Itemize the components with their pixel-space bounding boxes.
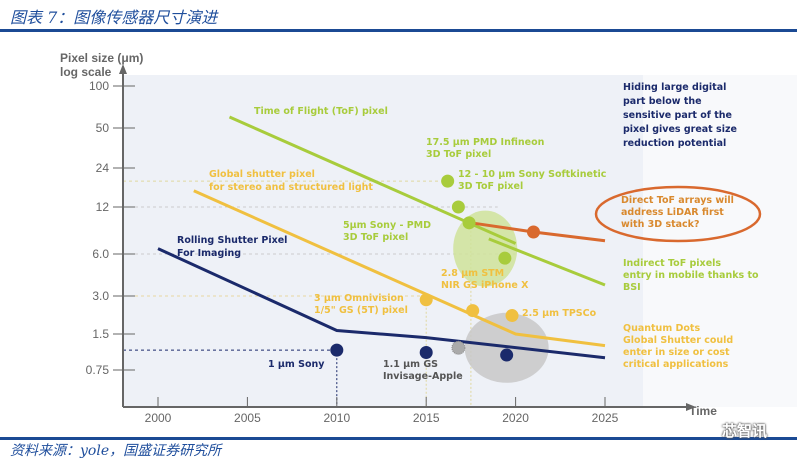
data-point xyxy=(466,304,480,318)
y-tick-label: 24 xyxy=(96,161,110,175)
x-tick-label: 2005 xyxy=(234,411,261,425)
point-label: 2.8 μm STM NIR GS iPhone X xyxy=(441,268,529,291)
series-label-line: For Imaging xyxy=(177,248,241,259)
series-line-2 xyxy=(193,189,606,348)
y-tick-label: 3.0 xyxy=(92,289,109,303)
annotation-line: with 3D stack? xyxy=(621,219,700,230)
watermark: 芯智讯 xyxy=(721,422,767,440)
annotation-line: Indirect ToF pixels xyxy=(623,258,721,269)
y-tick-label: 100 xyxy=(89,79,109,93)
annotation-line: Hiding large digital xyxy=(623,82,726,93)
point-label-line: 12 - 10 μm Sony Softkinetic xyxy=(458,169,606,180)
point-label-line: 5μm Sony - PMD xyxy=(343,220,431,231)
series-line-3 xyxy=(157,247,606,360)
direct-tof-callout-ellipse xyxy=(594,185,762,243)
point-label-line: Invisage-Apple xyxy=(383,371,463,382)
tof-highlight-ellipse xyxy=(453,210,518,287)
x-tick-label: 2015 xyxy=(413,411,440,425)
y-tick-label: 0.75 xyxy=(86,363,110,377)
y-tick-label: 12 xyxy=(96,200,110,214)
series-label: Rolling Shutter Pixel For Imaging xyxy=(177,235,287,259)
series-label-line: Time of Flight (ToF) pixel xyxy=(254,106,388,117)
data-point xyxy=(451,200,465,214)
point-label-line: 1 μm Sony xyxy=(268,359,325,370)
y-axis-label: Pixel size (μm) xyxy=(60,51,143,65)
annotation-line: Quantum Dots xyxy=(623,323,700,334)
x-tick-label: 2020 xyxy=(502,411,529,425)
point-label: 2.5 μm TPSCo xyxy=(522,308,597,319)
annotation-line: address LiDAR first xyxy=(621,207,724,218)
source-note: 资料来源：yole，国盛证券研究所 xyxy=(10,443,222,459)
series-line-1 xyxy=(488,237,606,287)
series-label: Time of Flight (ToF) pixel xyxy=(254,106,388,117)
point-label-line: 3 μm Omnivision xyxy=(314,293,404,304)
annotation-line: part below the xyxy=(623,96,702,107)
point-label: 1 μm Sony xyxy=(268,359,325,370)
annotation: Quantum Dots Global Shutter could enter in… xyxy=(623,323,733,370)
point-label: 17.5 μm PMD Infineon 3D ToF pixel xyxy=(426,137,545,160)
point-label-line: 3D ToF pixel xyxy=(343,232,408,243)
x-tick-label: 2025 xyxy=(592,411,619,425)
data-point xyxy=(419,346,433,360)
y-tick-label: 1.5 xyxy=(92,327,109,341)
annotation: Direct ToF arrays will address LiDAR firs… xyxy=(621,195,734,230)
annotation-line: enter in size or cost xyxy=(623,347,730,358)
x-tick-label: 2010 xyxy=(323,411,350,425)
x-axis-label: Time xyxy=(689,404,717,418)
y-axis-label: log scale xyxy=(60,65,112,79)
point-label-line: 2.5 μm TPSCo xyxy=(522,308,597,319)
y-axis-arrow xyxy=(119,64,127,74)
point-label: 1.1 μm GS Invisage-Apple xyxy=(383,359,463,382)
point-label-line: 2.8 μm STM xyxy=(441,268,504,279)
data-point xyxy=(451,340,466,355)
footer-rule xyxy=(0,437,797,440)
point-label: 5μm Sony - PMD 3D ToF pixel xyxy=(343,220,431,243)
data-point xyxy=(330,343,344,357)
annotation-line: Global Shutter could xyxy=(623,335,733,346)
point-label-line: 1.1 μm GS xyxy=(383,359,438,370)
annotation: Hiding large digital part below the sensit… xyxy=(623,82,737,149)
data-point xyxy=(462,216,476,230)
data-point xyxy=(500,348,514,362)
annotation-line: Direct ToF arrays will xyxy=(621,195,734,206)
x-tick-label: 2000 xyxy=(145,411,172,425)
data-point xyxy=(526,225,540,239)
point-label-line: 3D ToF pixel xyxy=(458,181,523,192)
point-label-line: 1/5" GS (5T) pixel xyxy=(314,305,408,316)
annotation-line: sensitive part of the xyxy=(623,110,732,121)
series-label-line: Global shutter pixel xyxy=(209,169,315,180)
annotation-line: pixel gives great size xyxy=(623,124,737,135)
series-label-line: for stereo and structured light xyxy=(209,182,373,193)
point-label: 12 - 10 μm Sony Softkinetic 3D ToF pixel xyxy=(458,169,606,192)
y-tick-label: 6.0 xyxy=(92,247,109,261)
data-point xyxy=(505,309,519,323)
data-point xyxy=(419,293,433,307)
annotation-line: reduction potential xyxy=(623,138,726,149)
point-label-line: 3D ToF pixel xyxy=(426,149,491,160)
annotation-line: BSI xyxy=(623,282,641,293)
series-label: Global shutter pixel for stereo and struc… xyxy=(209,169,373,193)
data-point xyxy=(441,174,455,188)
y-tick-label: 50 xyxy=(96,121,110,135)
point-label-line: 17.5 μm PMD Infineon xyxy=(426,137,545,148)
annotation-line: critical applications xyxy=(623,359,729,370)
point-label: 3 μm Omnivision 1/5" GS (5T) pixel xyxy=(314,293,408,316)
annotation-line: entry in mobile thanks to xyxy=(623,270,759,281)
point-label-line: NIR GS iPhone X xyxy=(441,280,529,291)
figure-title: 图表 7：图像传感器尺寸演进 xyxy=(10,8,218,27)
series-label-line: Rolling Shutter Pixel xyxy=(177,235,287,246)
annotation: Indirect ToF pixels entry in mobile thank… xyxy=(623,258,759,293)
x-axis-arrow xyxy=(686,403,696,411)
data-point xyxy=(498,251,512,265)
header-rule xyxy=(0,29,797,32)
